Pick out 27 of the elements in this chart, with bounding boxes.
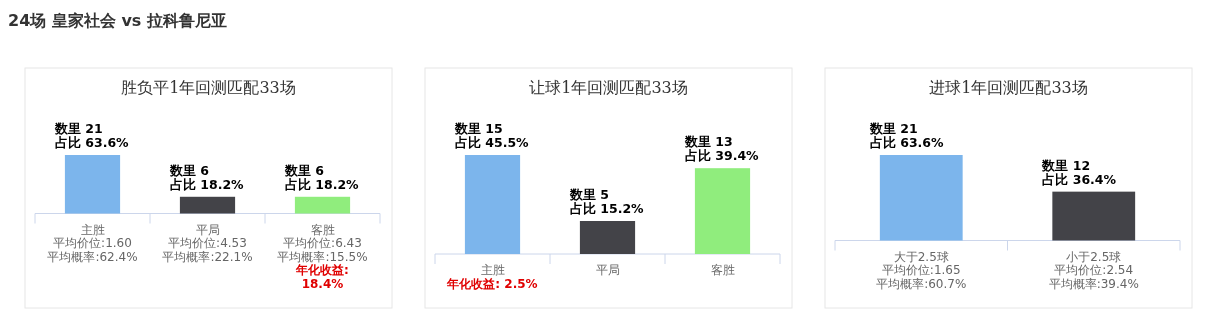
x-tick-label: 平局 [195,222,220,237]
x-tick-label: 小于2.5球 [1066,249,1122,264]
data-label: 数里 6 占比 18.2% [168,162,245,192]
data-label: 数里 21 占比 63.6% [53,121,130,150]
chart-title: 让球1年回测匹配33场 [529,78,688,97]
data-label: 数里 6 占比 18.2% [283,162,360,192]
data-label: 数里 21 占比 63.6% [868,121,945,150]
text: 年化收益: 18.4% [295,263,349,291]
data-label: 数里 5 占比 15.2% [568,187,645,216]
x-tick-label: 客胜 [310,222,335,237]
x-tick-label: 客胜 [710,263,735,277]
x-tick-label: 主胜 [80,222,105,237]
data-label: 数里 15 占比 45.5% [453,121,530,150]
x-tick-label: 平局 [595,263,620,277]
text: 平均价位:1.65 平均概率:60.7% [876,263,967,291]
x-tick-label: 主胜 [480,263,505,277]
text: 年化收益: 2.5% [446,276,538,291]
text: 平均价位:6.43 平均概率:15.5% [277,236,368,264]
data-label: 数里 12 占比 36.4% [1041,157,1117,187]
text: 平均价位:1.60 平均概率:62.4% [47,236,138,264]
chart-title: 胜负平1年回测匹配33场 [121,78,296,97]
text: 平均价位:2.54 平均概率:39.4% [1048,263,1139,291]
x-tick-label: 大于2.5球 [893,249,949,264]
chart-title: 进球1年回测匹配33场 [929,78,1088,97]
text: 24场 皇家社会 vs 拉科鲁尼亚 [8,11,227,30]
data-label: 数里 13 占比 39.4% [683,134,760,164]
text: 平均价位:4.53 平均概率:22.1% [162,236,253,264]
